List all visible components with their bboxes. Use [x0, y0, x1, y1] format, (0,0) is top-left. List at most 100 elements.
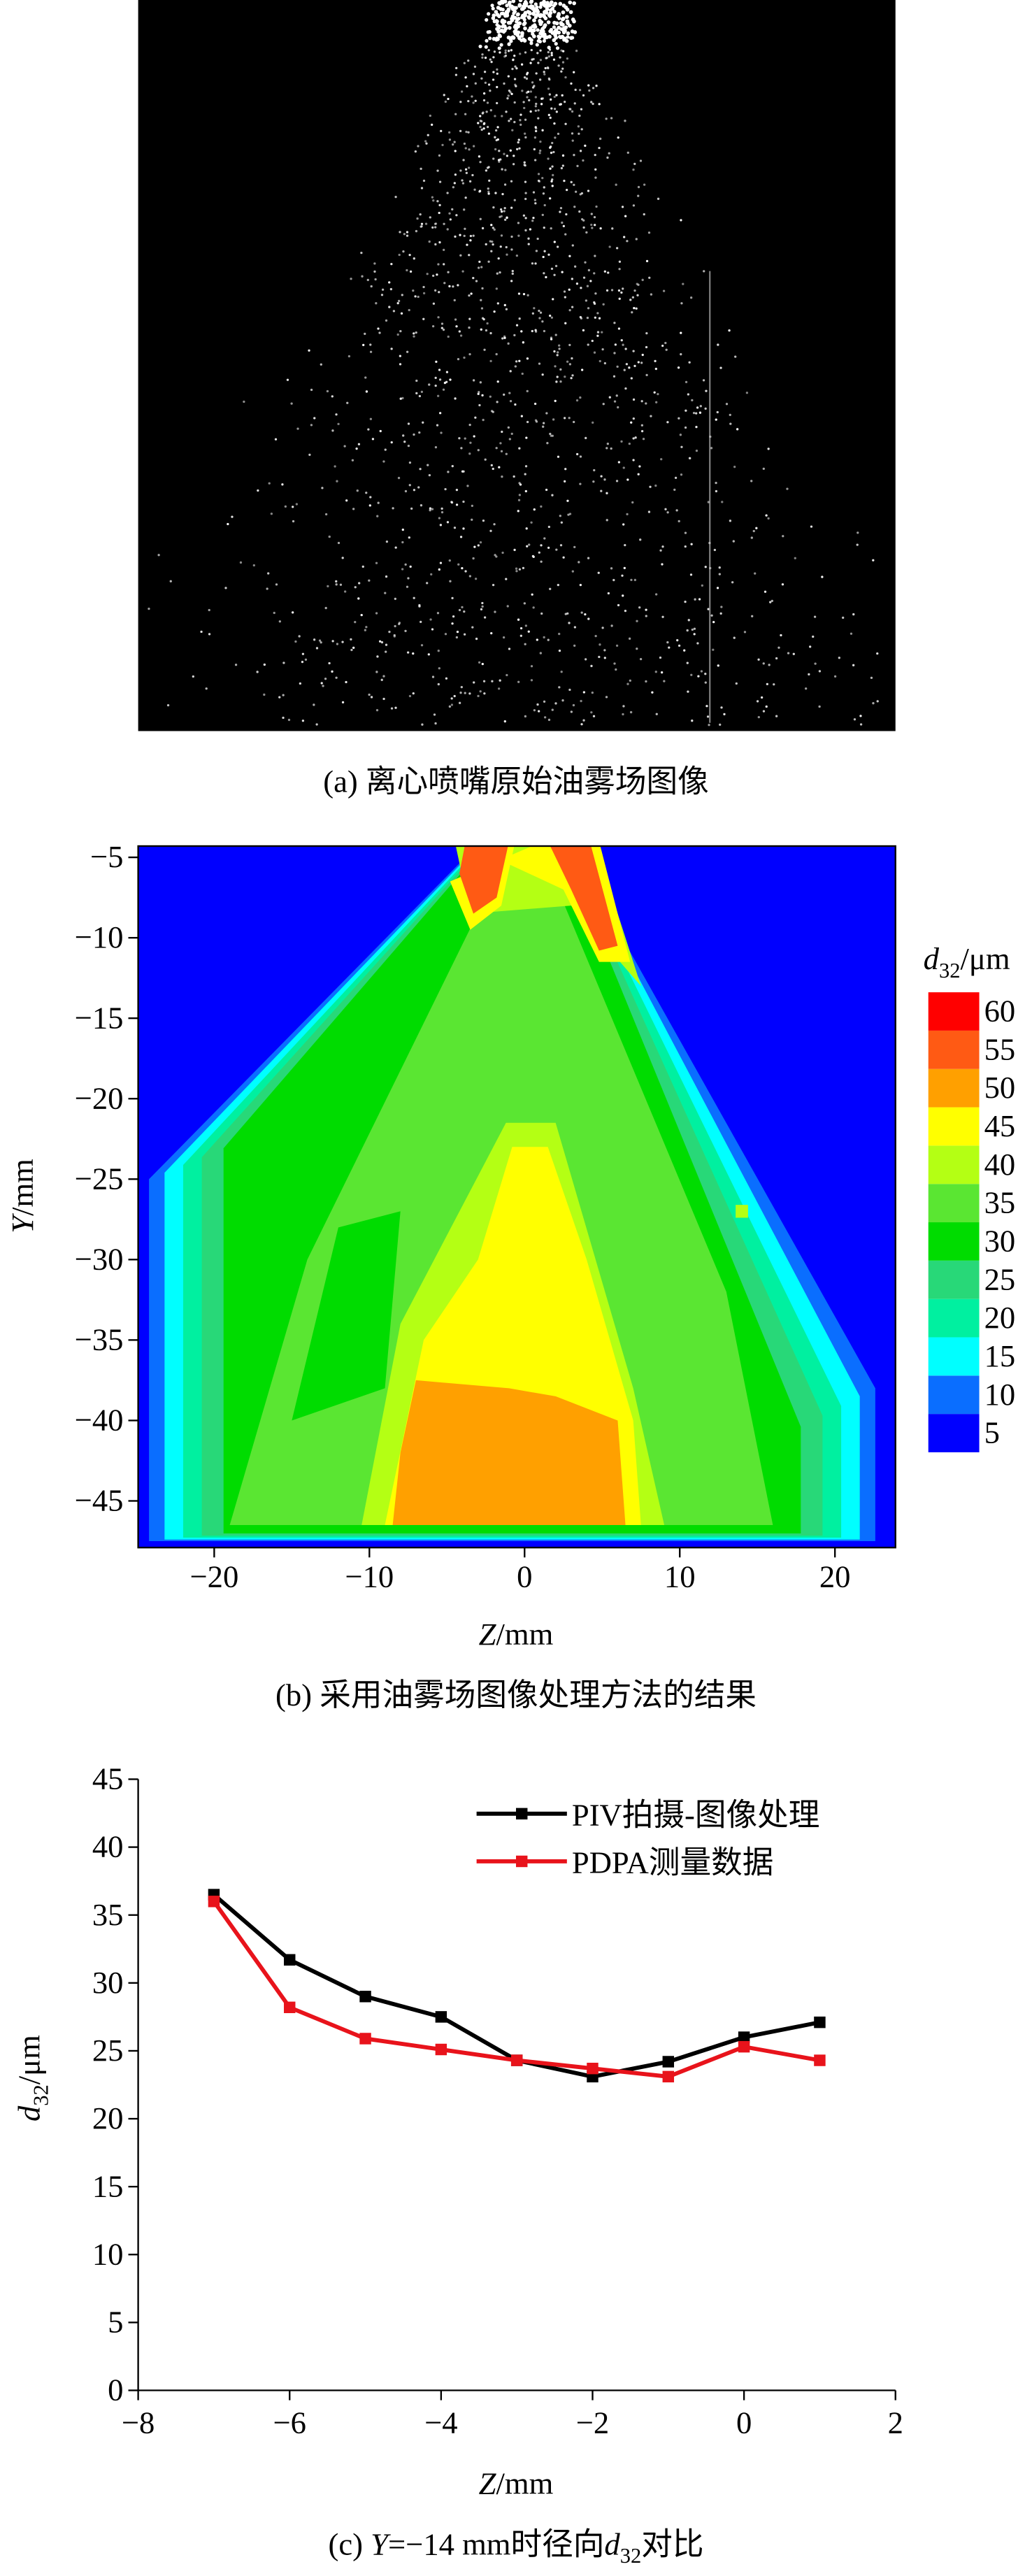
- speckle: [628, 366, 631, 369]
- speckle: [535, 72, 538, 75]
- speckle: [506, 605, 509, 608]
- speckle: [413, 489, 416, 492]
- speckle: [794, 557, 796, 559]
- speckle: [375, 561, 378, 564]
- speckle: [513, 9, 517, 14]
- y-tick-label: −10: [75, 920, 124, 954]
- speckle: [485, 329, 488, 332]
- colorbar-swatch: [928, 992, 980, 1031]
- speckle: [617, 603, 620, 607]
- speckle: [521, 37, 526, 42]
- speckle: [310, 388, 313, 392]
- speckle: [452, 285, 454, 288]
- label-part: Y: [5, 1213, 40, 1233]
- speckle: [455, 489, 459, 492]
- speckle: [568, 363, 572, 366]
- speckle: [399, 231, 401, 234]
- speckle: [492, 206, 495, 209]
- speckle: [695, 449, 698, 452]
- speckle: [474, 578, 478, 580]
- speckle: [148, 608, 150, 610]
- speckle: [481, 394, 484, 396]
- speckle: [452, 615, 455, 618]
- speckle: [661, 344, 664, 348]
- y-tick-label: −30: [75, 1241, 124, 1276]
- speckle: [598, 317, 601, 320]
- speckle: [464, 147, 467, 150]
- speckle: [549, 432, 552, 436]
- speckle: [568, 288, 571, 291]
- speckle: [458, 330, 461, 333]
- speckle: [490, 464, 493, 467]
- speckle: [531, 262, 534, 265]
- speckle: [454, 173, 457, 176]
- speckle: [483, 71, 487, 73]
- spray-image: [138, 0, 896, 731]
- speckle: [492, 410, 494, 413]
- speckle: [420, 644, 424, 647]
- speckle: [610, 624, 613, 627]
- speckle: [524, 192, 527, 194]
- speckle: [615, 668, 617, 671]
- speckle: [603, 270, 606, 273]
- speckle: [408, 253, 411, 257]
- speckle: [555, 380, 558, 383]
- speckle: [268, 482, 271, 485]
- caption-b: (b) 采用油雾场图像处理方法的结果: [275, 1677, 757, 1712]
- speckle: [459, 234, 461, 236]
- speckle: [506, 155, 509, 157]
- speckle: [451, 208, 454, 211]
- speckle: [446, 192, 449, 194]
- speckle: [629, 679, 631, 682]
- speckle: [205, 687, 208, 690]
- speckle: [533, 199, 537, 201]
- contour-region: [392, 1380, 626, 1526]
- speckle: [522, 214, 526, 217]
- speckle: [510, 6, 515, 10]
- speckle: [282, 716, 285, 720]
- speckle: [499, 28, 504, 33]
- speckle: [712, 620, 715, 624]
- speckle: [445, 677, 448, 680]
- speckle: [335, 583, 338, 586]
- speckle: [617, 136, 619, 139]
- speckle: [605, 696, 608, 699]
- speckle: [664, 341, 667, 345]
- speckle: [477, 449, 480, 452]
- speckle: [557, 351, 559, 354]
- speckle: [321, 487, 324, 489]
- x-tick-label: −4: [424, 2405, 457, 2440]
- speckle: [584, 261, 587, 264]
- speckle: [566, 360, 569, 363]
- speckle: [550, 107, 553, 110]
- speckle: [559, 35, 563, 40]
- speckle: [322, 685, 324, 687]
- speckle: [511, 67, 514, 71]
- y-tick-label: 40: [92, 1829, 124, 1864]
- speckle: [571, 132, 574, 135]
- speckle: [436, 612, 440, 615]
- speckle: [273, 611, 275, 615]
- speckle: [427, 653, 430, 656]
- speckle: [451, 465, 454, 468]
- speckle: [521, 90, 524, 92]
- marker: [435, 2011, 447, 2023]
- caption-part: Y: [371, 2526, 391, 2561]
- speckle: [575, 399, 579, 402]
- speckle: [632, 169, 635, 171]
- speckle: [381, 288, 385, 291]
- speckle: [208, 608, 210, 612]
- label-part: Z: [479, 1617, 497, 1652]
- speckle: [438, 568, 440, 571]
- legend-label: PIV拍摄-图像处理: [572, 1797, 820, 1832]
- speckle: [504, 51, 507, 55]
- speckle: [468, 352, 471, 356]
- speckle: [406, 651, 410, 654]
- speckle: [364, 376, 367, 379]
- speckle: [354, 586, 357, 589]
- speckle: [416, 217, 419, 220]
- speckle: [631, 311, 633, 314]
- speckle: [592, 102, 594, 106]
- speckle: [473, 65, 477, 69]
- speckle: [559, 544, 563, 547]
